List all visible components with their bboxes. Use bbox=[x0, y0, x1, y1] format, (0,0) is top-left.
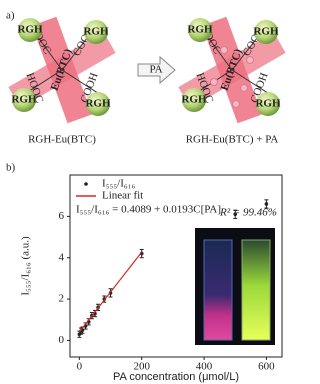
cuvette bbox=[241, 239, 271, 341]
caption: RGH-Eu(BTC) + PA bbox=[186, 134, 279, 146]
x-axis-label: PA concentration (μmol/L) bbox=[113, 371, 239, 383]
particle-label: RGH bbox=[85, 98, 111, 110]
pa-molecule bbox=[220, 46, 228, 54]
particle-label: RGH bbox=[11, 94, 37, 106]
x-tick-label: 400 bbox=[196, 361, 213, 373]
x-tick-label: 600 bbox=[258, 361, 275, 373]
pa-molecule bbox=[210, 78, 218, 86]
y-tick-label: 0 bbox=[59, 334, 65, 346]
particle bbox=[254, 20, 278, 44]
y-tick-label: 2 bbox=[59, 293, 65, 305]
legend-label: Linear fit bbox=[102, 190, 143, 202]
particle bbox=[18, 18, 42, 42]
y-axis-label: I₅₅₅/I₆₁₆ (a.u.) bbox=[20, 236, 32, 296]
pa-molecule bbox=[232, 100, 240, 108]
y-tick-label: 4 bbox=[59, 251, 65, 263]
particle bbox=[182, 88, 206, 112]
linker bbox=[61, 69, 102, 96]
particle bbox=[256, 92, 280, 116]
particle bbox=[188, 18, 212, 42]
cuvette bbox=[203, 239, 233, 341]
linker bbox=[231, 69, 272, 96]
arrow-label: PA bbox=[149, 64, 162, 76]
particle-label: RGH bbox=[17, 24, 43, 36]
plot-frame bbox=[69, 174, 283, 358]
pa-molecule bbox=[240, 84, 248, 92]
particle-label: RGH bbox=[187, 24, 213, 36]
panel-label: b) bbox=[6, 162, 16, 174]
r-squared: R² = 99.46% bbox=[219, 207, 277, 219]
particle bbox=[86, 92, 110, 116]
pa-molecule bbox=[246, 56, 254, 64]
particle-label: RGH bbox=[253, 26, 279, 38]
y-tick-label: 6 bbox=[59, 210, 65, 222]
equation: I₅₅₅/I₆₁₆ = 0.4089 + 0.0193C[PA] bbox=[76, 204, 221, 216]
x-tick-label: 200 bbox=[133, 361, 150, 373]
panel-label: a) bbox=[6, 10, 15, 22]
legend-label: I₅₅₅/I₆₁₆ bbox=[102, 178, 136, 190]
particle bbox=[84, 20, 108, 44]
point bbox=[233, 212, 238, 217]
legend-swatch bbox=[84, 182, 88, 186]
particle-label: RGH bbox=[181, 94, 207, 106]
x-tick-label: 0 bbox=[77, 361, 83, 373]
particle-label: RGH bbox=[83, 26, 109, 38]
arrow bbox=[137, 55, 176, 85]
caption: RGH-Eu(BTC) bbox=[28, 134, 96, 146]
point bbox=[264, 202, 269, 206]
particle-label: RGH bbox=[255, 98, 281, 110]
fit-line bbox=[78, 251, 143, 333]
particle bbox=[12, 88, 36, 112]
